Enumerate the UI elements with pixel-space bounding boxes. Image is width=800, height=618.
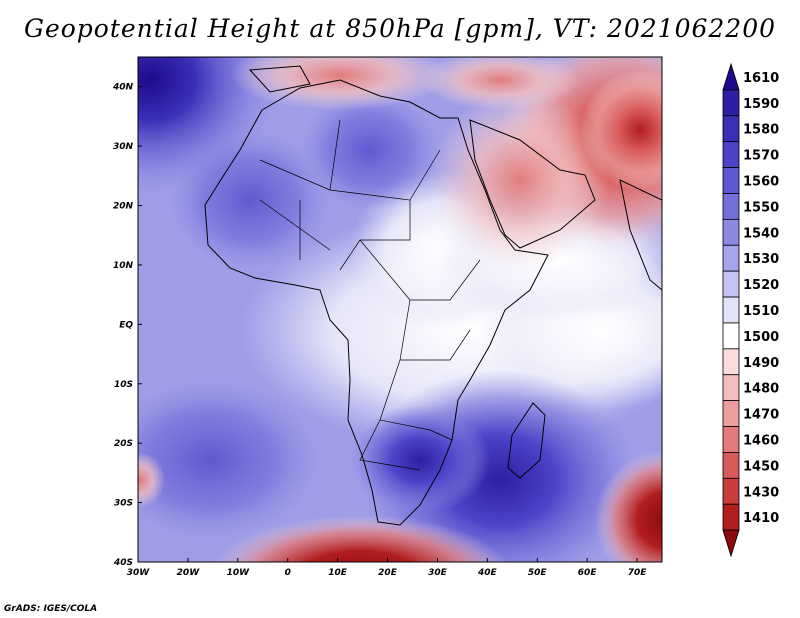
colorbar-swatch	[722, 167, 740, 194]
india-outline	[619, 179, 662, 291]
madagascar-outline	[507, 402, 546, 479]
colorbar-swatch	[722, 296, 740, 324]
lon-label: 40E	[477, 568, 498, 578]
colorbar-label: 1580	[743, 123, 779, 138]
lon-label: 20E	[378, 568, 398, 578]
colorbar-label: 1530	[743, 252, 779, 267]
field-southern-low	[213, 515, 507, 562]
lon-label: 10E	[328, 568, 348, 578]
lon-label: 60E	[578, 568, 598, 578]
lon-label: 10W	[227, 568, 251, 578]
colorbar-label: 1550	[743, 200, 779, 215]
lat-label: 30N	[113, 142, 134, 152]
height-field	[138, 57, 662, 562]
colorbar-swatch	[722, 374, 740, 402]
colorbar-label: 1610	[743, 71, 779, 86]
coastlines	[204, 65, 662, 526]
colorbar-swatch	[722, 503, 740, 531]
colorbar-label: 1450	[743, 459, 779, 474]
colorbar-label: 1480	[743, 382, 779, 397]
colorbar-swatch	[722, 400, 740, 427]
colorbar-label: 1470	[743, 408, 779, 423]
colorbar-swatch	[722, 452, 740, 479]
colorbar-swatch	[722, 477, 740, 505]
colorbar-swatch	[722, 348, 740, 376]
lat-label: 20N	[113, 202, 134, 212]
colorbar-label: 1510	[743, 304, 779, 319]
lat-label: 40S	[113, 558, 133, 568]
colorbar-swatch	[722, 270, 740, 298]
borders	[259, 119, 481, 471]
credit-text: GrADS: IGES/COLA	[4, 604, 98, 614]
lon-label: 0	[285, 568, 291, 578]
colorbar-swatch	[722, 322, 740, 350]
colorbar-swatch	[722, 89, 740, 117]
colorbar-label: 1560	[743, 175, 779, 190]
lat-label: 40N	[112, 83, 134, 93]
colorbar-label: 1590	[743, 97, 779, 112]
axis-ticks	[137, 86, 638, 563]
lon-label: 20W	[177, 568, 201, 578]
colorbar: 1610 1590 1580 1570 1560 1550 1540 1530 …	[722, 62, 779, 558]
colorbar-labels: 1610 1590 1580 1570 1560 1550 1540 1530 …	[743, 71, 779, 526]
colorbar-top-triangle	[722, 62, 740, 91]
lon-label: 50E	[528, 568, 548, 578]
lon-label: 70E	[628, 568, 648, 578]
colorbar-swatch	[722, 115, 740, 143]
colorbar-swatch	[722, 218, 740, 246]
latitude-axis: 40N 30N 20N 10N EQ 10S 20S 30S 40S	[112, 83, 134, 568]
chart-title: Geopotential Height at 850hPa [gpm], VT:…	[23, 14, 777, 43]
colorbar-label: 1410	[743, 511, 779, 526]
colorbar-label: 1570	[743, 149, 779, 164]
colorbar-label: 1500	[743, 330, 779, 345]
colorbar-label: 1430	[743, 485, 779, 500]
iberia-outline	[248, 65, 311, 93]
lon-label: 30E	[428, 568, 448, 578]
lat-label: 20S	[114, 439, 133, 449]
colorbar-swatches	[722, 62, 740, 558]
colorbar-swatch	[722, 244, 740, 272]
arabia-outline	[469, 119, 596, 249]
colorbar-swatch	[722, 141, 740, 168]
colorbar-label: 1520	[743, 278, 779, 293]
colorbar-label: 1490	[743, 356, 779, 371]
colorbar-swatch	[722, 193, 740, 220]
lat-label: 10N	[113, 261, 134, 271]
lat-label: 10S	[114, 380, 133, 390]
colorbar-label: 1460	[743, 433, 779, 448]
longitude-axis: 30W 20W 10W 0 10E 20E 30E 40E 50E 60E 70…	[127, 568, 647, 578]
africa-outline	[204, 79, 549, 526]
colorbar-bottom-triangle	[722, 529, 740, 558]
plot-frame	[137, 56, 663, 563]
colorbar-swatch	[722, 426, 740, 453]
lat-label: 30S	[114, 499, 133, 509]
lat-label: EQ	[119, 320, 133, 330]
colorbar-label: 1540	[743, 226, 779, 241]
lon-label: 30W	[127, 568, 151, 578]
